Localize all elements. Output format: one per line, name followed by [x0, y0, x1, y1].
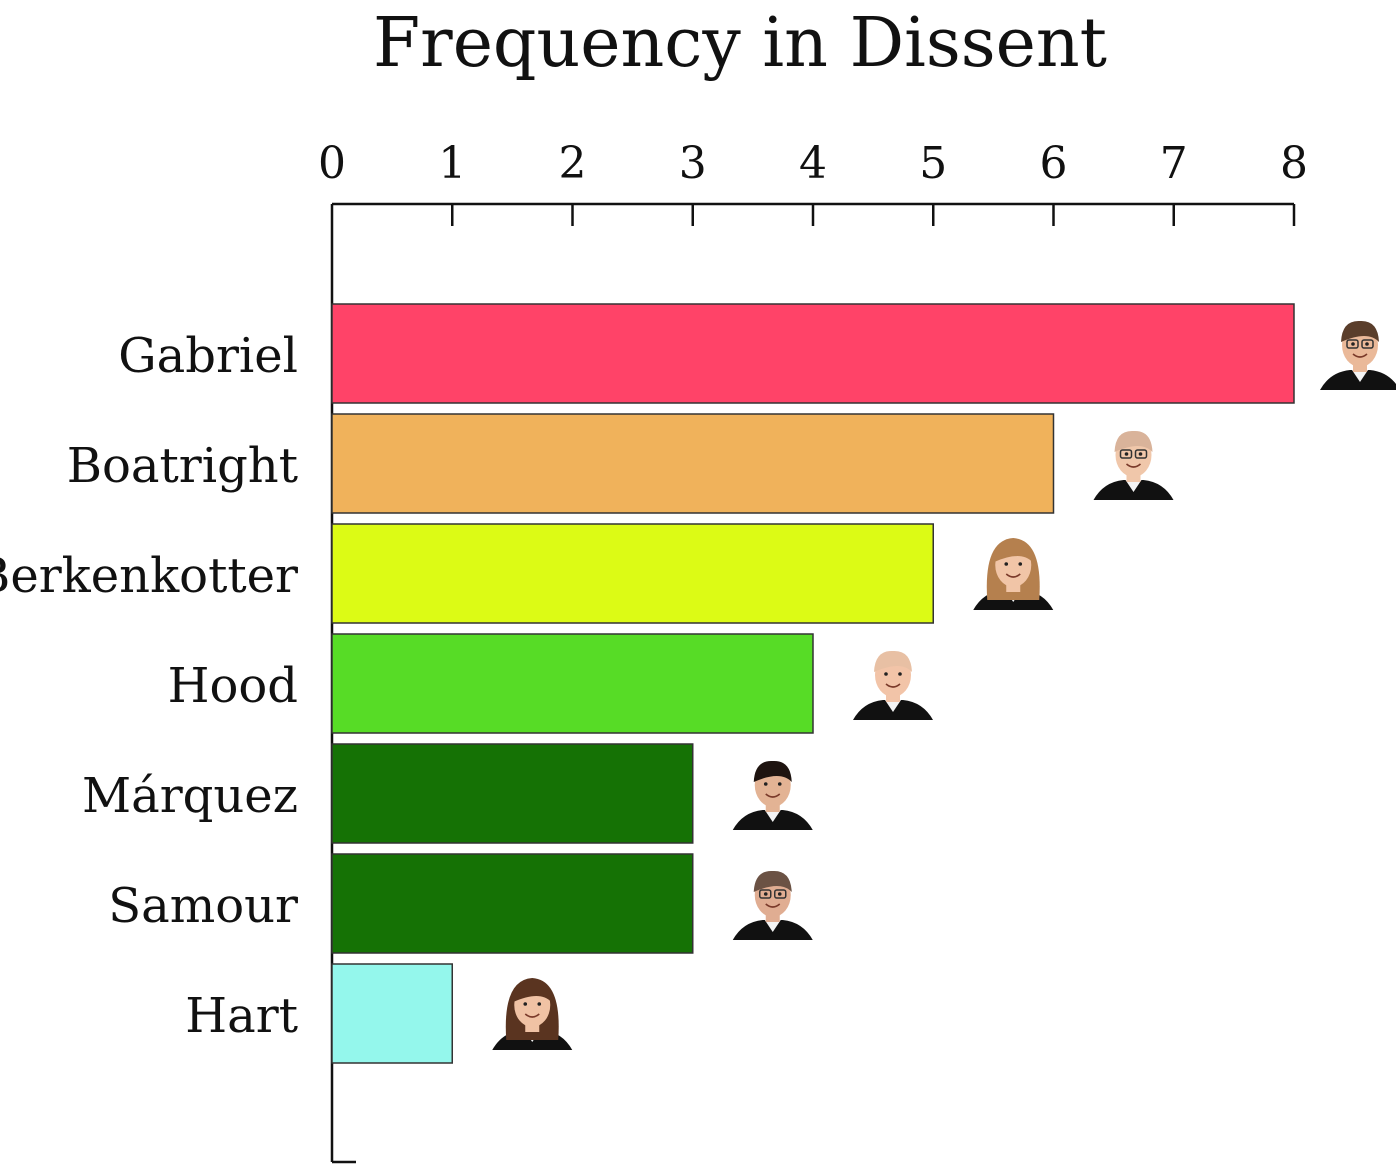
- bar: [331, 303, 1295, 404]
- eye-shape: [898, 672, 902, 676]
- glasses-shape: [759, 889, 772, 899]
- bar: [331, 963, 453, 1064]
- eye-shape: [537, 1002, 542, 1006]
- category-label: Márquez: [82, 768, 298, 824]
- eye-shape: [763, 782, 768, 786]
- x-tick-label: 4: [799, 138, 827, 189]
- category-labels: Gabriel Boatright Berkenkotter Hood Márquez S…: [0, 328, 298, 1044]
- mouth-shape: [765, 793, 781, 798]
- hair-top-shape: [994, 540, 1033, 562]
- x-axis: 0 1 2 3 4 5 6 7 8: [318, 138, 1308, 1164]
- mouth-shape: [524, 1013, 540, 1018]
- eye-shape: [763, 892, 768, 896]
- category-label: Boatright: [67, 438, 298, 494]
- portrait-icon: [973, 538, 1054, 610]
- x-tick-label: 2: [559, 138, 587, 189]
- eye-shape: [884, 672, 888, 676]
- bar: [331, 413, 1055, 514]
- eye-shape: [1365, 342, 1369, 346]
- x-tick-label: 8: [1280, 138, 1308, 189]
- mouth-shape: [1005, 573, 1021, 578]
- eye-shape: [1138, 452, 1143, 456]
- mouth-shape: [1125, 463, 1142, 468]
- collar-shape: [764, 920, 781, 932]
- glasses-shape: [1361, 339, 1374, 349]
- portrait-icon: [492, 978, 573, 1050]
- x-tick-label: 5: [919, 138, 947, 189]
- bars-group: [331, 303, 1295, 1064]
- eye-shape: [777, 892, 782, 896]
- mouth-shape: [1352, 353, 1368, 358]
- eye-shape: [1018, 562, 1023, 566]
- glasses-shape: [1346, 339, 1359, 349]
- hair-top-shape: [1114, 430, 1153, 452]
- x-tick-label: 7: [1160, 138, 1188, 189]
- x-tick-label: 6: [1040, 138, 1068, 189]
- hair-top-shape: [513, 980, 552, 1002]
- collar-shape: [885, 700, 901, 712]
- collar-shape: [1352, 370, 1368, 382]
- portraits-group: [492, 320, 1396, 1050]
- x-tick-label: 0: [318, 138, 346, 189]
- x-tick-label: 3: [679, 138, 707, 189]
- portrait-icon: [732, 870, 813, 940]
- hair-top-shape: [753, 870, 792, 892]
- portrait-icon: [853, 650, 933, 720]
- glasses-shape: [1134, 449, 1148, 459]
- mouth-shape: [765, 903, 781, 908]
- collar-shape: [764, 810, 781, 822]
- x-tick-label: 1: [438, 138, 466, 189]
- category-label: Gabriel: [118, 328, 298, 384]
- eye-shape: [1124, 452, 1129, 456]
- hair-top-shape: [1341, 320, 1379, 342]
- portrait-icon: [1093, 430, 1174, 500]
- bar: [331, 523, 934, 624]
- bar: [331, 743, 694, 844]
- category-label: Hart: [185, 988, 298, 1044]
- eye-shape: [1004, 562, 1009, 566]
- collar-shape: [1125, 480, 1142, 492]
- eye-shape: [1351, 342, 1355, 346]
- eye-shape: [777, 782, 782, 786]
- glasses-shape: [1119, 449, 1133, 459]
- bar: [331, 633, 814, 734]
- portrait-icon: [1320, 320, 1396, 390]
- robe-shape: [1320, 370, 1396, 390]
- category-label: Berkenkotter: [0, 548, 298, 604]
- hair-top-shape: [874, 650, 912, 672]
- glasses-shape: [774, 889, 787, 899]
- portrait-icon: [732, 760, 813, 830]
- mouth-shape: [885, 683, 901, 688]
- hair-top-shape: [753, 760, 792, 782]
- chart-title: Frequency in Dissent: [373, 4, 1107, 83]
- eye-shape: [523, 1002, 528, 1006]
- bar: [331, 853, 694, 954]
- category-label: Hood: [168, 658, 298, 714]
- category-label: Samour: [108, 878, 298, 934]
